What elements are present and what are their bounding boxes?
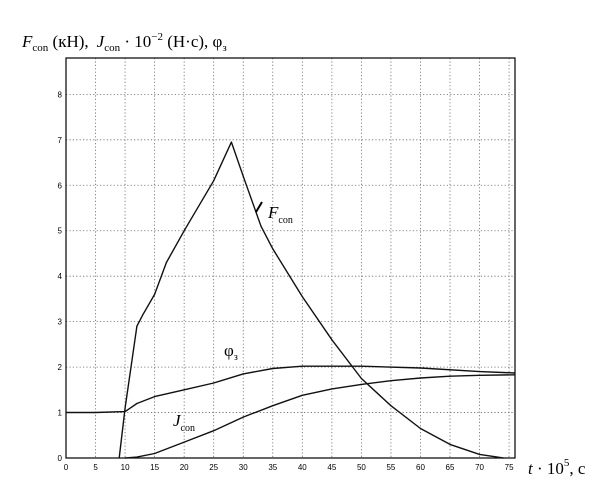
data-point-f-con	[390, 405, 392, 407]
x-tick-label: 40	[298, 463, 307, 472]
data-point-phi	[94, 411, 97, 414]
x-tick-label: 45	[327, 463, 336, 472]
data-point-f-con	[142, 314, 144, 316]
data-point-j-con	[360, 383, 362, 385]
data-point-j-con	[390, 380, 392, 382]
y-tick-label: 1	[58, 409, 63, 418]
x-tick-label: 20	[180, 463, 189, 472]
data-point-phi	[479, 371, 481, 373]
series-line-phi	[66, 365, 516, 414]
data-point-phi	[136, 402, 138, 405]
data-point-f-con	[154, 293, 156, 295]
x-tick-label: 30	[239, 463, 248, 472]
data-point-j-con	[479, 374, 481, 376]
data-point-phi	[360, 365, 362, 367]
data-point-f-con	[449, 443, 451, 445]
x-tick-label: 25	[209, 463, 218, 472]
data-point-phi	[272, 367, 274, 370]
data-point-f-con	[360, 377, 362, 380]
data-point-j-con	[419, 377, 422, 379]
series-markers	[65, 141, 516, 459]
data-point-phi	[242, 373, 244, 375]
data-point-phi	[65, 411, 67, 414]
data-point-f-con	[419, 427, 422, 430]
y-tick-label: 2	[58, 363, 63, 372]
data-point-f-con	[118, 457, 120, 459]
x-tick-label: 10	[121, 463, 130, 472]
data-point-j-con	[449, 375, 451, 377]
data-point-j-con	[272, 405, 274, 407]
data-point-j-con	[331, 388, 333, 390]
data-point-f-con	[272, 248, 274, 250]
y-tick-label: 6	[58, 181, 63, 190]
data-point-f-con	[213, 180, 215, 182]
x-tick-label: 55	[386, 463, 395, 472]
y-tick-label: 4	[58, 272, 63, 281]
x-tick-label: 65	[446, 463, 455, 472]
x-tick-label: 0	[64, 463, 69, 472]
data-point-phi	[154, 396, 156, 398]
y-tick-label: 8	[58, 90, 63, 99]
x-tick-label: 70	[475, 463, 484, 472]
x-tick-label: 5	[93, 463, 98, 472]
y-tick-label: 3	[58, 318, 63, 327]
data-point-j-con	[213, 430, 215, 432]
series-label-f-con: Fcon	[267, 203, 293, 226]
data-point-phi	[514, 372, 516, 374]
x-tick-label: 50	[357, 463, 366, 472]
data-point-f-con	[260, 225, 262, 227]
data-point-phi	[213, 382, 215, 384]
x-axis-title: t · 105, с	[528, 457, 586, 478]
data-point-f-con	[496, 456, 498, 458]
data-point-j-con	[183, 441, 185, 443]
f-con-label-leader	[255, 201, 263, 213]
data-point-phi	[183, 389, 185, 391]
data-point-j-con	[124, 457, 126, 459]
y-tick-label: 7	[58, 136, 63, 145]
data-point-f-con	[301, 296, 303, 298]
series-lines	[66, 141, 516, 459]
y-tick-label: 0	[58, 454, 63, 463]
data-point-f-con	[136, 325, 138, 327]
series-label-phi: φз	[224, 341, 238, 363]
data-point-f-con	[479, 453, 481, 455]
data-point-f-con	[124, 407, 126, 409]
data-point-f-con	[165, 261, 167, 264]
data-point-phi	[301, 365, 303, 367]
x-tick-label: 15	[150, 463, 159, 472]
data-point-f-con	[183, 230, 185, 232]
data-point-f-con	[242, 175, 244, 177]
data-point-j-con	[154, 452, 156, 455]
x-tick-label: 60	[416, 463, 425, 472]
plot-frame	[65, 57, 516, 459]
data-point-j-con	[301, 394, 303, 396]
data-point-j-con	[514, 374, 516, 376]
series-label-j-con: Jcon	[173, 411, 195, 434]
data-point-f-con	[502, 457, 504, 459]
series-line-j-con	[125, 374, 516, 459]
data-point-f-con	[331, 339, 333, 341]
y-axis-title: Fcon (кН), Jcon · 10−2 (Н·с), φз	[21, 31, 227, 54]
data-point-j-con	[242, 416, 244, 418]
x-tick-labels: 0 5 10 15 20 25 30 35 40 45 50 55 60 65 70 75	[64, 463, 514, 472]
data-point-f-con	[230, 141, 232, 143]
data-point-phi	[124, 411, 126, 413]
y-tick-label: 5	[58, 227, 63, 236]
data-point-phi	[419, 367, 422, 369]
data-point-j-con	[136, 456, 138, 458]
x-tick-label: 75	[505, 463, 514, 472]
y-tick-labels: 0 1 2 3 4 5 6 7 8	[58, 90, 63, 463]
grid	[66, 58, 515, 458]
x-tick-label: 35	[268, 463, 277, 472]
